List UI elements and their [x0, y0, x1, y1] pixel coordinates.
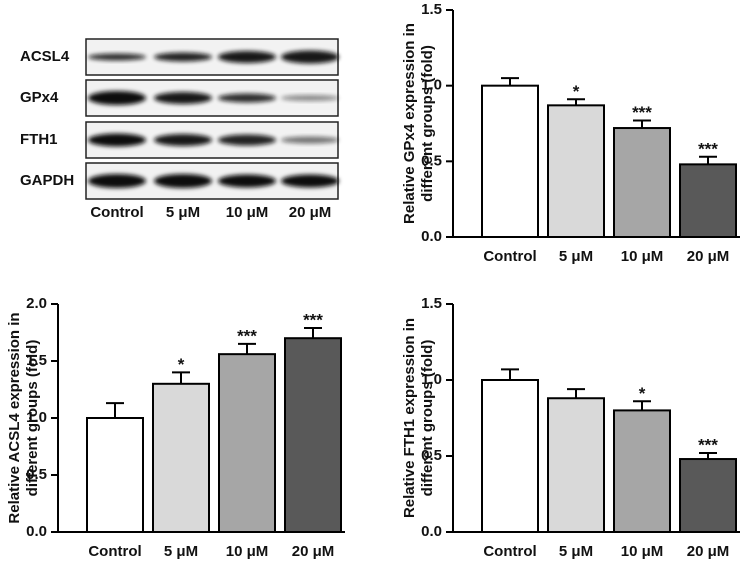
bar: [679, 163, 737, 238]
y-axis-label: Relative GPx4 expression in: [401, 23, 418, 224]
x-tick-label: 20 μM: [292, 543, 335, 560]
x-tick-label: 10 μM: [621, 543, 664, 560]
blot-band: [88, 133, 146, 147]
bar: [218, 353, 276, 533]
x-tick-label: 10 μM: [226, 543, 269, 560]
blot-band: [281, 136, 339, 144]
y-tick-label: 0.0: [421, 523, 442, 540]
y-tick-label: 1.0: [421, 371, 442, 388]
x-tick-label: 10 μM: [621, 248, 664, 265]
significance-label: ***: [698, 139, 718, 158]
y-tick-label: 0.5: [26, 466, 47, 483]
blot-band: [281, 95, 339, 101]
y-tick-label: 1.0: [421, 77, 442, 94]
y-axis-label: Relative ACSL4 expression in: [6, 312, 23, 523]
bar: [547, 104, 605, 238]
x-tick-label: Control: [483, 543, 536, 560]
blot-column-label: Control: [90, 204, 143, 221]
significance-label: ***: [698, 435, 718, 454]
y-tick-label: 0.5: [421, 447, 442, 464]
significance-label: ***: [237, 326, 257, 345]
blot-band: [281, 50, 339, 64]
bar: [481, 84, 539, 238]
significance-label: *: [178, 355, 185, 374]
blot-band: [88, 91, 146, 105]
blot-column-label: 5 μM: [166, 204, 200, 221]
y-axis-label: different groups (fold): [419, 45, 436, 202]
bar: [613, 409, 671, 533]
blot-band: [154, 134, 212, 146]
blot-row-label: GAPDH: [20, 172, 74, 189]
significance-label: *: [573, 82, 580, 101]
x-tick-label: 20 μM: [687, 248, 730, 265]
blot-band: [154, 52, 212, 62]
blot-column-label: 10 μM: [226, 204, 269, 221]
blot-band: [218, 174, 276, 188]
bar: [679, 458, 737, 534]
blot-band: [281, 174, 339, 188]
y-tick-label: 1.0: [26, 409, 47, 426]
y-tick-label: 0.5: [421, 152, 442, 169]
significance-label: ***: [632, 103, 652, 122]
blot-band: [218, 134, 276, 146]
blot-band: [218, 51, 276, 63]
bar: [284, 337, 342, 534]
y-tick-label: 1.5: [421, 1, 442, 18]
bar: [481, 379, 539, 533]
x-tick-label: Control: [483, 248, 536, 265]
bar: [152, 382, 210, 533]
bar: [613, 127, 671, 238]
blot-band: [218, 93, 276, 103]
blot-band: [154, 92, 212, 104]
x-tick-label: 20 μM: [687, 543, 730, 560]
y-tick-label: 1.5: [421, 295, 442, 312]
blot-row-label: GPx4: [20, 89, 59, 106]
blot-row-label: ACSL4: [20, 48, 70, 65]
bar: [86, 417, 144, 533]
blot-row-label: FTH1: [20, 131, 58, 148]
y-axis-label: different groups (fold): [419, 340, 436, 497]
y-tick-label: 2.0: [26, 295, 47, 312]
x-tick-label: 5 μM: [164, 543, 198, 560]
x-tick-label: Control: [88, 543, 141, 560]
x-tick-label: 5 μM: [559, 543, 593, 560]
y-tick-label: 0.0: [421, 228, 442, 245]
bar: [547, 397, 605, 533]
y-axis-label: different groups (fold): [24, 340, 41, 497]
significance-label: ***: [303, 310, 323, 329]
y-tick-label: 0.0: [26, 523, 47, 540]
y-axis-label: Relative FTH1 expression in: [401, 318, 418, 518]
blot-band: [88, 174, 146, 188]
blot-band: [154, 174, 212, 188]
blot-band: [88, 53, 146, 61]
blot-column-label: 20 μM: [289, 204, 332, 221]
y-tick-label: 1.5: [26, 352, 47, 369]
x-tick-label: 5 μM: [559, 248, 593, 265]
significance-label: *: [639, 384, 646, 403]
